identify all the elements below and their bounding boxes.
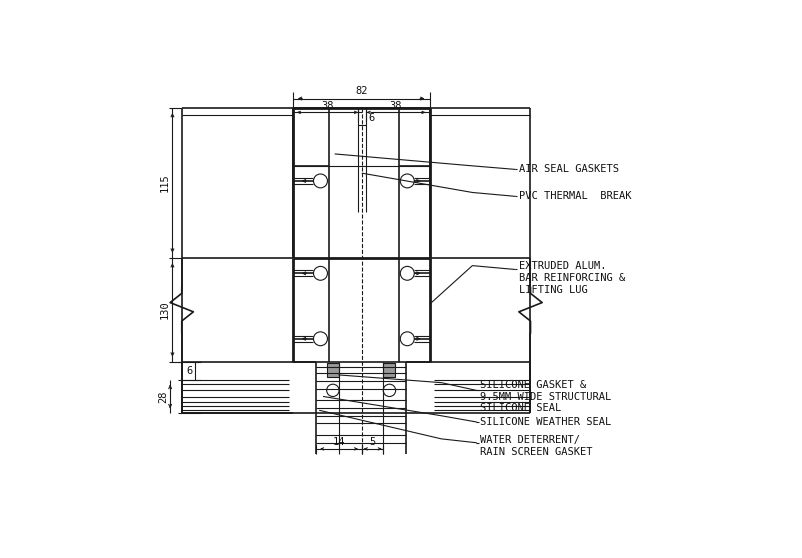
Text: 6: 6 [368,113,375,123]
Text: 38: 38 [321,101,334,111]
Text: EXTRUDED ALUM.: EXTRUDED ALUM. [518,261,606,271]
Text: 82: 82 [354,86,367,96]
Text: PVC THERMAL  BREAK: PVC THERMAL BREAK [518,191,630,201]
Bar [383,363,395,377]
Text: 5: 5 [369,437,375,448]
Text: 28: 28 [158,390,168,403]
Text: AIR SEAL GASKETS: AIR SEAL GASKETS [518,165,618,174]
Text: 9.5MM WIDE STRUCTURAL: 9.5MM WIDE STRUCTURAL [480,392,610,402]
Text: 38: 38 [389,101,402,111]
Bar [327,363,338,377]
Text: WATER DETERRENT/: WATER DETERRENT/ [480,435,579,445]
Text: BAR REINFORCING &: BAR REINFORCING & [518,273,624,283]
Text: 14: 14 [332,437,345,448]
Text: 115: 115 [160,174,170,192]
Text: 6: 6 [186,365,192,376]
Text: LIFTING LUG: LIFTING LUG [518,285,587,295]
Text: SILICONE GASKET &: SILICONE GASKET & [480,380,585,390]
Text: SILICONE SEAL: SILICONE SEAL [480,403,561,413]
Text: 130: 130 [160,301,170,319]
Text: SILICONE WEATHER SEAL: SILICONE WEATHER SEAL [480,417,610,427]
Text: RAIN SCREEN GASKET: RAIN SCREEN GASKET [480,447,592,457]
